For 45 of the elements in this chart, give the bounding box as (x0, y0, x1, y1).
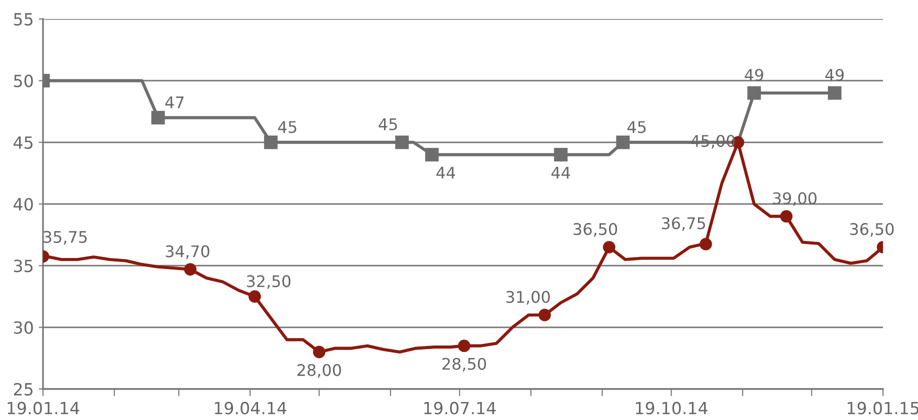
data-label: 44 (436, 166, 456, 179)
data-label: 28,00 (297, 364, 341, 378)
data-label: 44 (551, 166, 570, 179)
data-label: 45,00 (690, 134, 735, 149)
x-tick-label: 19.10.14 (636, 402, 708, 414)
data-label: 49 (825, 68, 844, 81)
point (747, 86, 761, 100)
data-label: 36,75 (662, 217, 706, 231)
y-tick-label: 50 (14, 74, 33, 88)
x-tick-label: 19.04.14 (214, 402, 286, 414)
data-label: 45 (378, 118, 397, 130)
y-tick-label: 35 (14, 260, 33, 272)
data-label: 36,50 (850, 223, 894, 237)
data-label: 34,70 (166, 245, 210, 259)
point (538, 308, 551, 322)
y-tick-label: 30 (14, 321, 33, 334)
x-tick-label: 19.01.14 (8, 402, 80, 414)
data-label: 36,50 (574, 223, 618, 237)
point (780, 210, 793, 223)
data-label: 47 (165, 96, 184, 108)
point (151, 110, 165, 124)
point (700, 238, 712, 250)
y-tick-label: 55 (14, 13, 33, 26)
data-label: 32,50 (246, 275, 290, 289)
point (616, 136, 630, 150)
point (184, 263, 196, 276)
x-tick-label: 19.07.14 (424, 402, 496, 414)
data-label: 49 (744, 68, 764, 81)
y-tick-label: 45 (14, 136, 33, 149)
point (395, 136, 409, 150)
point (554, 148, 568, 162)
point (425, 148, 439, 162)
point (248, 290, 261, 303)
point (458, 340, 470, 352)
point (312, 346, 326, 358)
y-tick-label: 40 (14, 198, 33, 211)
data-label: 45 (627, 121, 646, 134)
point (828, 86, 842, 100)
data-label: 28,50 (442, 358, 486, 372)
data-label: 39,00 (773, 192, 816, 206)
data-label: 31,00 (506, 290, 550, 305)
data-label: 45 (278, 121, 296, 134)
point (264, 136, 278, 150)
point (602, 240, 616, 254)
y-tick-label: 25 (14, 382, 33, 396)
